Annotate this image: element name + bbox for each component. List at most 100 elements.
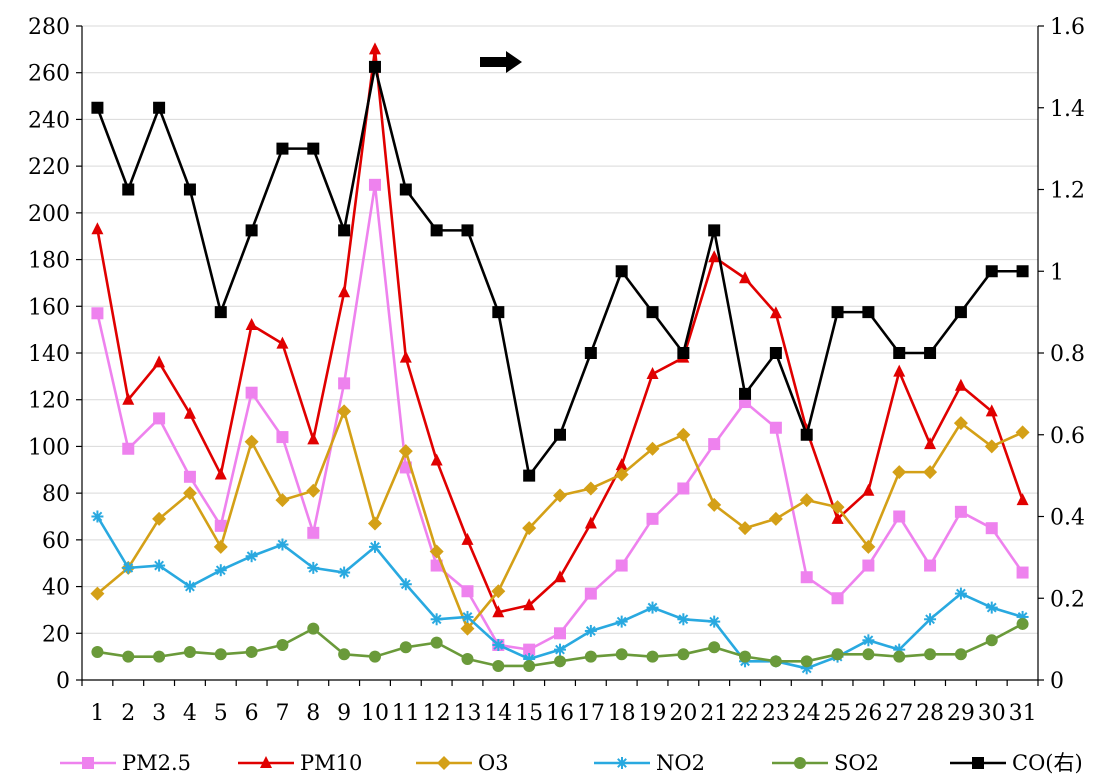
legend-label: O3 <box>478 751 509 775</box>
data-point-co <box>183 183 196 196</box>
data-point-so2 <box>122 650 135 663</box>
y-right-tick-label: 1.4 <box>1050 97 1085 122</box>
data-point-o3 <box>244 434 259 449</box>
data-point-co <box>122 183 135 196</box>
data-point-pm2-5 <box>985 522 998 535</box>
data-point-pm2-5 <box>276 431 289 444</box>
data-point-so2 <box>769 655 782 668</box>
data-point-so2 <box>523 659 536 672</box>
data-point-no2 <box>985 601 998 614</box>
legend-label: PM2.5 <box>122 751 191 775</box>
data-point-pm10 <box>584 516 597 529</box>
data-point-o3 <box>923 465 938 480</box>
data-point-so2 <box>954 648 967 661</box>
data-point-pm10 <box>153 355 166 368</box>
data-point-co <box>307 142 320 155</box>
y-left-tick-label: 120 <box>28 389 70 414</box>
data-point-no2 <box>554 643 566 656</box>
data-point-no2 <box>399 578 412 591</box>
legend-item-o3: O3 <box>416 751 509 775</box>
data-point-no2 <box>368 540 381 553</box>
data-point-co <box>954 306 967 319</box>
data-point-o3 <box>583 481 598 496</box>
data-point-o3 <box>861 539 876 554</box>
data-point-pm10 <box>646 367 659 380</box>
data-point-pm2-5 <box>307 526 320 539</box>
data-point-o3 <box>460 621 475 636</box>
data-point-co <box>461 224 474 237</box>
legend-item-co: CO(右) <box>950 751 1083 775</box>
x-tick-label: 28 <box>916 701 944 726</box>
data-point-so2 <box>893 650 906 663</box>
legend-marker <box>972 757 984 769</box>
x-tick-label: 24 <box>793 701 821 726</box>
data-point-so2 <box>214 648 227 661</box>
y-left-tick-label: 240 <box>28 108 70 133</box>
data-point-so2 <box>554 655 566 668</box>
data-point-so2 <box>924 648 937 661</box>
y-left-tick-label: 140 <box>28 342 70 367</box>
data-point-pm2-5 <box>800 571 813 584</box>
data-point-co <box>399 183 412 196</box>
legend-label: SO2 <box>834 751 879 775</box>
data-point-so2 <box>985 634 998 647</box>
data-point-o3 <box>182 486 197 501</box>
data-point-pm2-5 <box>893 510 906 523</box>
data-point-co <box>1016 265 1029 278</box>
data-point-pm2-5 <box>368 178 381 191</box>
data-point-no2 <box>276 538 289 551</box>
data-point-pm10 <box>91 222 104 235</box>
y-right-tick-label: 0.4 <box>1050 506 1085 531</box>
grid-lines <box>82 25 1038 634</box>
data-point-pm10 <box>214 467 227 480</box>
data-point-no2 <box>183 580 196 593</box>
x-tick-label: 19 <box>639 701 667 726</box>
y-left-tick-label: 80 <box>42 482 70 507</box>
data-point-pm2-5 <box>646 512 659 525</box>
data-point-no2 <box>430 613 443 626</box>
data-point-co <box>338 224 351 237</box>
data-point-o3 <box>275 493 290 508</box>
x-tick-label: 31 <box>1009 701 1037 726</box>
data-point-pm10 <box>954 378 967 391</box>
data-point-pm10 <box>399 350 412 363</box>
data-point-no2 <box>615 615 628 628</box>
y-left-tick-label: 220 <box>28 155 70 180</box>
x-tick-label: 5 <box>214 701 228 726</box>
data-point-no2 <box>924 613 937 626</box>
data-point-co <box>276 142 289 155</box>
data-point-pm10 <box>924 437 937 450</box>
y-left-tick-label: 200 <box>28 202 70 227</box>
x-tick-label: 18 <box>608 701 636 726</box>
x-tick-label: 6 <box>245 701 259 726</box>
data-point-pm2-5 <box>769 421 782 434</box>
arrow-right-icon <box>480 51 522 73</box>
data-point-no2 <box>245 550 258 563</box>
data-point-o3 <box>553 488 567 503</box>
series-o3 <box>90 404 1030 636</box>
data-point-no2 <box>646 601 659 614</box>
data-point-so2 <box>800 655 813 668</box>
data-point-o3 <box>491 584 506 599</box>
series-layer <box>90 42 1030 675</box>
x-tick-label: 26 <box>854 701 882 726</box>
data-point-pm10 <box>523 598 536 611</box>
data-point-co <box>214 306 227 319</box>
series-so2 <box>91 617 1029 672</box>
data-point-pm2-5 <box>122 442 135 455</box>
data-point-pm10 <box>245 317 258 330</box>
legend-marker <box>437 756 451 770</box>
data-point-o3 <box>799 493 814 508</box>
x-tick-label: 30 <box>978 701 1006 726</box>
data-point-o3 <box>1015 425 1030 440</box>
x-tick-label: 20 <box>669 701 697 726</box>
x-tick-label: 8 <box>306 701 320 726</box>
data-point-pm2-5 <box>430 559 443 572</box>
y-right-tick-label: 1 <box>1050 260 1064 285</box>
legend-item-no2: NO2 <box>594 751 705 775</box>
data-point-co <box>245 224 258 237</box>
data-point-no2 <box>492 638 505 651</box>
data-point-pm10 <box>122 392 135 405</box>
data-point-co <box>677 347 690 359</box>
data-point-no2 <box>338 566 351 579</box>
